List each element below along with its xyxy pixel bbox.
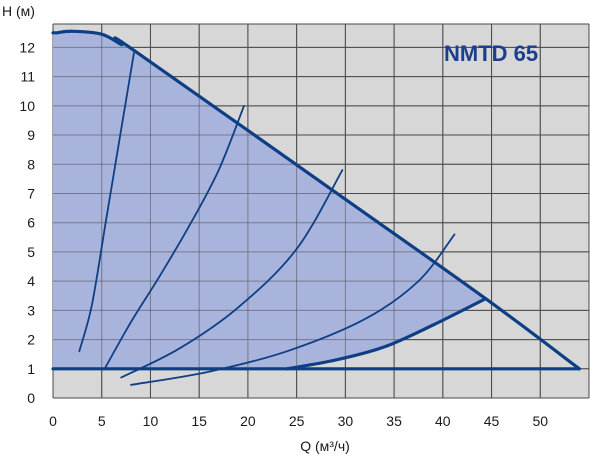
y-axis-label: H (м)	[2, 3, 35, 19]
x-tick-label: 5	[98, 413, 106, 429]
y-tick-label: 0	[27, 390, 35, 406]
y-tick-label: 5	[27, 244, 35, 260]
y-tick-label: 10	[19, 98, 35, 114]
operating-area-fill	[53, 31, 486, 369]
x-axis-label: Q (м³/ч)	[300, 438, 350, 454]
x-tick-label: 15	[191, 413, 207, 429]
min-curve	[285, 297, 488, 371]
x-tick-label: 30	[338, 413, 354, 429]
curves-layer	[51, 29, 581, 386]
y-tick-label: 11	[20, 69, 35, 85]
y-tick-label: 4	[27, 273, 35, 289]
x-tick-label: 25	[289, 413, 305, 429]
x-tick-label: 20	[240, 413, 256, 429]
x-tick-label: 35	[386, 413, 402, 429]
y-tick-label: 9	[27, 127, 35, 143]
operating-area	[53, 24, 589, 399]
x-tick-label: 10	[143, 413, 159, 429]
x-tick-label: 40	[435, 413, 451, 429]
system-curve	[103, 104, 245, 370]
system-curve	[130, 233, 456, 386]
model-label: NMTD 65	[444, 41, 538, 66]
y-tick-label: 1	[27, 361, 35, 377]
x-tick-label: 0	[49, 413, 57, 429]
y-tick-label: 7	[27, 185, 35, 201]
y-tick-label: 2	[27, 332, 35, 348]
x-tick-labels: 0 5 10 15 20 25 30 35 40 45 50	[49, 413, 548, 429]
system-curve	[120, 169, 344, 379]
y-tick-label: 6	[27, 215, 35, 231]
y-tick-label: 12	[19, 39, 35, 55]
x-tick-label: 50	[532, 413, 548, 429]
x-tick-label: 45	[484, 413, 500, 429]
y-tick-label: 3	[27, 302, 35, 318]
max-curve	[51, 29, 581, 371]
y-tick-label: 8	[27, 156, 35, 172]
system-curve	[78, 52, 135, 353]
